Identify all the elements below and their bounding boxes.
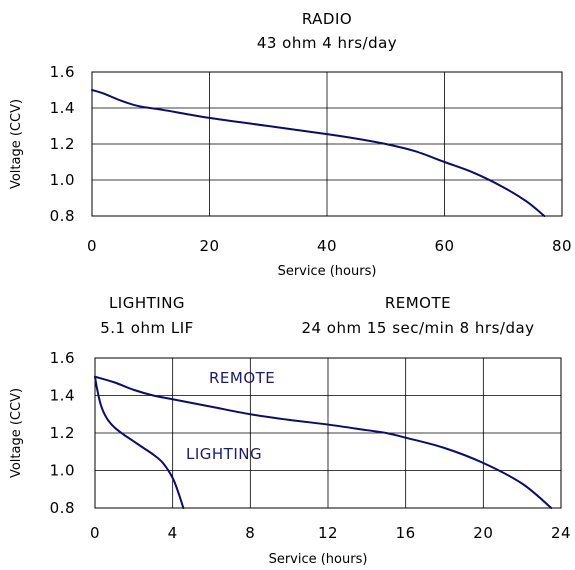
x-tick-label: 12 (318, 524, 338, 542)
x-tick-label: 0 (90, 524, 100, 542)
series-line-1 (94, 375, 185, 509)
lighting-remote-chart: LIGHTING 5.1 ohm LIF REMOTE 24 ohm 15 se… (9, 294, 571, 567)
x-tick-label: 60 (434, 237, 454, 255)
gridlines (95, 358, 561, 508)
y-tick-label: 0.8 (50, 207, 75, 225)
y-tick-label: 1.2 (50, 424, 75, 442)
series-line-0 (91, 89, 546, 217)
y-tick-label: 0.8 (50, 499, 75, 517)
y-tick-label: 1.4 (50, 99, 75, 117)
series-group (94, 375, 553, 509)
gridlines (92, 72, 562, 216)
x-tick-labels: 0 4 8 12 16 20 24 (90, 524, 571, 542)
x-tick-label: 0 (87, 237, 97, 255)
y-tick-labels: 1.6 1.4 1.2 1.0 0.8 (50, 349, 75, 517)
y-tick-labels: 1.6 1.4 1.2 1.0 0.8 (50, 63, 75, 225)
y-tick-label: 1.0 (50, 171, 75, 189)
y-tick-label: 1.6 (50, 63, 75, 81)
y-axis-label: Voltage (CCV) (9, 99, 24, 189)
y-tick-label: 1.4 (50, 387, 75, 405)
lighting-header: LIGHTING (109, 294, 185, 312)
x-axis-label: Service (hours) (269, 552, 368, 567)
remote-condition: 24 ohm 15 sec/min 8 hrs/day (301, 319, 534, 337)
lighting-condition: 5.1 ohm LIF (100, 319, 194, 337)
remote-annotation: REMOTE (209, 369, 275, 387)
y-axis-label: Voltage (CCV) (9, 388, 24, 478)
chart-title: RADIO (302, 10, 352, 28)
y-tick-label: 1.0 (50, 462, 75, 480)
lighting-annotation: LIGHTING (186, 445, 262, 463)
x-tick-label: 80 (552, 237, 572, 255)
x-axis-label: Service (hours) (278, 264, 377, 279)
series-line-0 (94, 375, 553, 509)
x-tick-label: 8 (245, 524, 255, 542)
x-tick-label: 16 (396, 524, 416, 542)
plot-frame (94, 357, 562, 509)
x-tick-labels: 0 20 40 60 80 (87, 237, 572, 255)
chart-subtitle: 43 ohm 4 hrs/day (257, 34, 397, 52)
series-group (91, 89, 546, 217)
x-tick-label: 40 (317, 237, 337, 255)
x-tick-label: 20 (199, 237, 219, 255)
y-tick-label: 1.2 (50, 135, 75, 153)
radio-chart: RADIO 43 ohm 4 hrs/day 0 20 40 60 80 1.61.41… (9, 10, 572, 279)
x-tick-label: 4 (168, 524, 178, 542)
x-tick-label: 20 (473, 524, 493, 542)
remote-header: REMOTE (385, 294, 451, 312)
plot-frame (91, 71, 563, 217)
x-tick-label: 24 (551, 524, 571, 542)
y-tick-label: 1.6 (50, 349, 75, 367)
